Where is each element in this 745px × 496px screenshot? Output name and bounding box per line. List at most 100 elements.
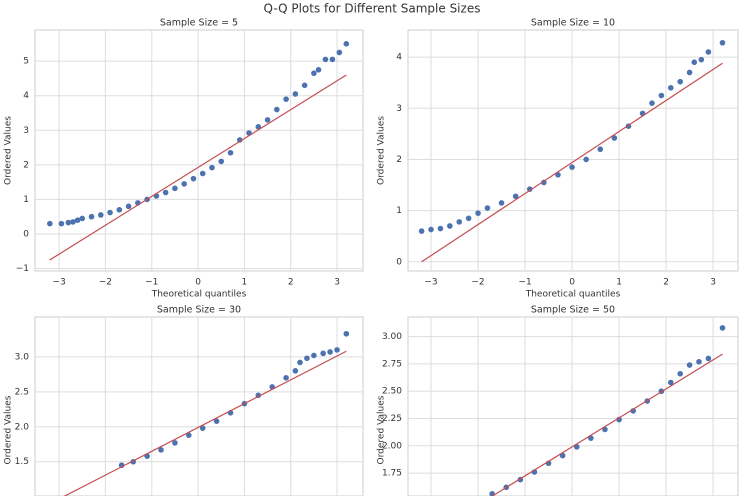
data-point [696,358,702,365]
subplot-title: Sample Size = 50 [531,305,615,316]
y-tick-label: 2 [23,160,29,170]
data-point [297,359,303,366]
data-point [418,228,425,234]
data-point [213,418,220,424]
data-point [327,349,333,355]
y-axis-label: Ordered Values [4,116,14,185]
data-point [475,210,481,216]
data-point [447,223,453,229]
figure-title: Q-Q Plots for Different Sample Sizes [264,2,481,16]
data-point [456,219,463,225]
y-tick-label: −1 [16,264,29,274]
data-point [484,205,491,211]
data-point [686,362,693,368]
data-point [649,100,655,106]
data-point [667,85,674,91]
data-point [116,206,123,213]
y-tick-label: 1 [23,195,29,205]
data-point [304,355,310,362]
data-point [583,156,589,163]
data-point [70,219,76,225]
data-point [667,379,674,386]
y-tick-label: 4 [396,53,402,63]
data-point [569,164,575,170]
data-point [74,217,81,223]
data-point [311,70,317,77]
data-point [186,432,192,438]
data-point [172,440,178,446]
subplot-title: Sample Size = 10 [531,18,615,29]
data-point [686,69,693,76]
x-tick-label: −2 [471,278,484,288]
data-point [292,368,299,374]
data-point [658,92,665,99]
data-point [322,56,329,63]
data-point [283,375,289,381]
data-point [88,213,95,220]
data-point [465,215,472,222]
y-tick-label: 1.5 [15,457,29,467]
data-point [336,49,343,56]
data-point [47,220,53,227]
y-tick-label: 3.0 [15,352,30,362]
data-point [158,447,164,453]
data-point [315,66,322,73]
data-point [255,124,262,130]
y-axis-label: Ordered Values [377,116,387,185]
data-point [597,146,604,153]
data-point [107,209,113,216]
fit-line [49,74,347,261]
x-axis-label: Theoretical quantiles [525,290,621,300]
data-point [329,56,336,63]
data-point [209,164,215,171]
x-tick-label: −1 [145,278,158,288]
y-tick-label: 1 [396,206,402,216]
data-point [311,352,317,359]
data-point [283,96,289,102]
data-point [199,170,206,177]
x-axis-label: Theoretical quantiles [151,290,247,300]
data-point [218,158,225,165]
x-tick-label: 1 [242,278,248,288]
y-tick-label: 5 [23,57,29,67]
plot-area [34,316,364,496]
data-point [698,56,705,63]
y-axis-label: Ordered Values [4,395,14,464]
x-tick-label: 0 [195,278,201,288]
y-tick-label: 2.0 [15,422,30,432]
data-point [292,91,299,97]
data-point [264,117,271,123]
y-tick-label: 2.75 [382,359,402,369]
data-point [97,212,104,218]
y-tick-label: 3.00 [382,332,402,342]
data-point [125,203,132,210]
data-point [705,49,712,55]
fit-line [63,350,347,496]
data-point [236,137,243,143]
plot-area [407,29,739,272]
data-point [498,200,505,206]
y-tick-label: 2 [396,155,402,165]
data-point [274,106,280,113]
data-point [691,59,698,66]
data-point [719,39,726,46]
x-tick-label: 0 [569,278,575,288]
y-tick-label: 4 [23,91,29,101]
data-point [611,135,618,141]
y-tick-label: 3 [23,126,29,136]
data-point [526,186,533,192]
subplot-title: Sample Size = 30 [157,305,241,316]
data-point [190,175,197,182]
x-tick-label: 2 [288,278,294,288]
y-tick-label: 2.00 [382,441,402,451]
data-point [334,347,340,353]
subplot-title: Sample Size = 5 [160,18,238,29]
y-tick-label: 0 [23,230,29,240]
data-point [320,350,326,357]
data-point [343,330,350,337]
plot-marks [418,39,726,263]
y-tick-label: 2.50 [382,387,402,397]
fit-line [491,353,723,496]
